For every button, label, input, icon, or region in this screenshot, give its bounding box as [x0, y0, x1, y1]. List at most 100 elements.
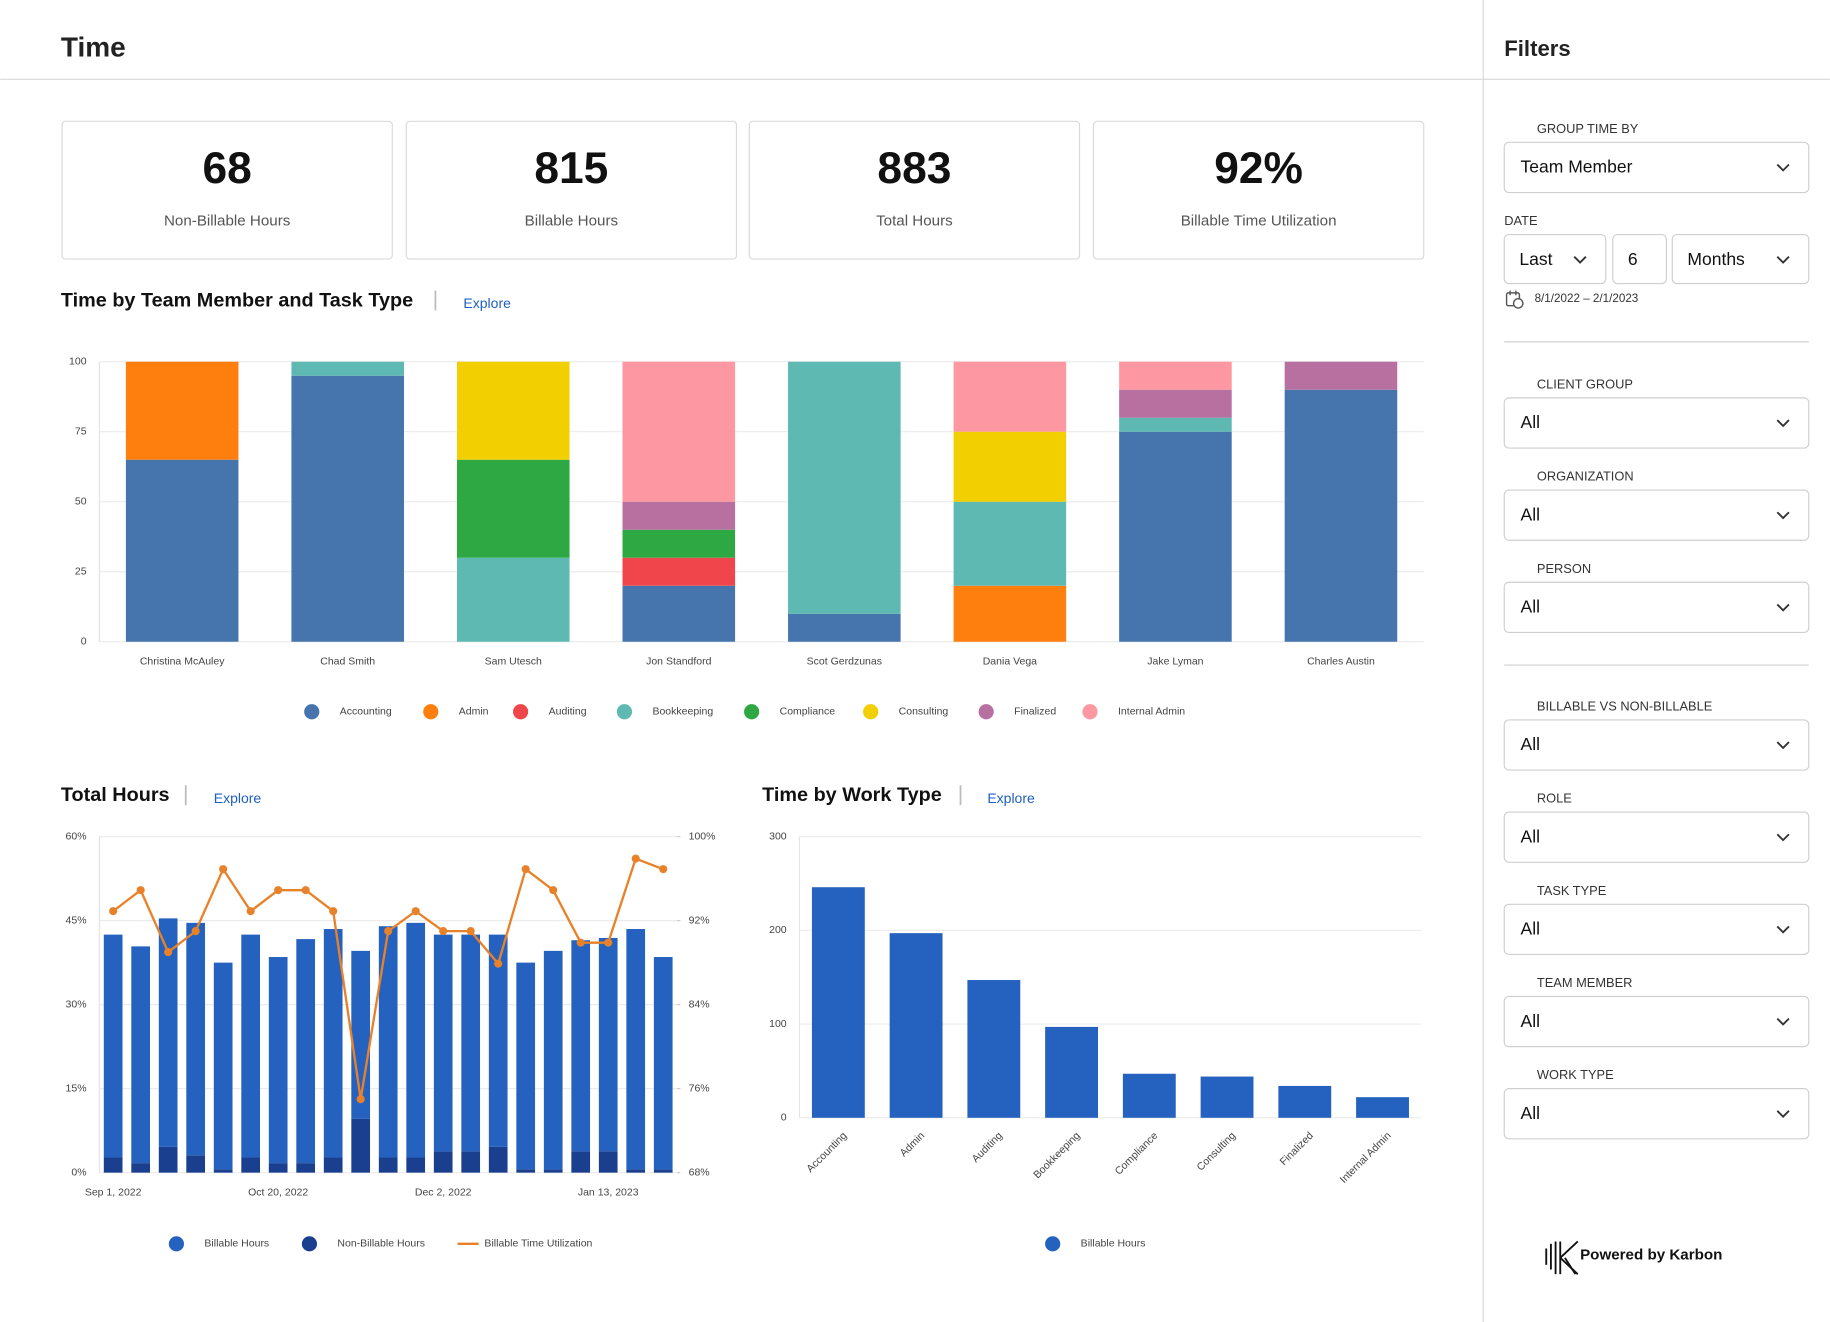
filter-value: All [1521, 1103, 1540, 1123]
chevron-icon [1776, 833, 1790, 842]
kpi-label: Non-Billable Hours [164, 213, 291, 230]
bar [1045, 1026, 1099, 1118]
legend-label[interactable]: Auditing [549, 706, 587, 718]
chevron-icon [1776, 1110, 1790, 1118]
legend-label[interactable]: Compliance [780, 706, 836, 718]
filter-value: All [1521, 734, 1540, 754]
filter-dropdown[interactable] [1671, 233, 1810, 285]
bar [598, 1151, 618, 1173]
kpi-card [1092, 120, 1425, 260]
line-point [604, 938, 613, 947]
filter-dropdown[interactable] [1503, 903, 1810, 956]
legend-label[interactable]: Billable Hours [204, 1238, 269, 1250]
y2-tick-label: 100% [689, 830, 716, 842]
x-tick-label: Charles Austin [1307, 655, 1375, 667]
bar [433, 934, 453, 1152]
filter-label: TEAM MEMBER [1537, 975, 1633, 990]
line-point [576, 938, 585, 947]
bar [622, 501, 736, 530]
bar [241, 1157, 261, 1173]
bar [953, 361, 1067, 432]
y2-tick-label: 76% [689, 1082, 710, 1094]
y2-tick-label: 68% [689, 1166, 710, 1178]
filter-dropdown[interactable] [1503, 719, 1810, 771]
filter-dropdown[interactable] [1503, 141, 1810, 194]
filter-label: DATE [1504, 213, 1537, 228]
x-tick-label: Jan 13, 2023 [578, 1186, 639, 1198]
chevron-icon [1776, 925, 1790, 934]
x-tick-label: Dania Vega [983, 655, 1037, 667]
explore-link[interactable]: Explore [987, 790, 1035, 806]
filter-value: 6 [1628, 249, 1638, 269]
y-tick-label: 45% [66, 914, 87, 926]
bar [1119, 361, 1232, 390]
filter-value: Team Member [1521, 157, 1633, 177]
calendar-icon [1505, 290, 1524, 309]
bar [1284, 361, 1398, 390]
filter-dropdown[interactable] [1503, 489, 1810, 541]
filter-value: All [1521, 504, 1540, 524]
bar [622, 557, 736, 586]
filter-value: Last [1519, 249, 1552, 269]
legend-swatch [168, 1236, 184, 1252]
kpi-label: Billable Hours [525, 213, 619, 230]
legend-label[interactable]: Accounting [340, 706, 392, 718]
y-tick-label: 0 [81, 636, 87, 648]
bar [543, 950, 563, 1170]
bar [543, 1169, 563, 1173]
legend-label[interactable]: Bookkeeping [652, 706, 713, 718]
legend-swatch [863, 704, 879, 720]
legend-label[interactable]: Finalized [1014, 706, 1056, 718]
bar [406, 1157, 426, 1173]
line-point [549, 886, 558, 895]
x-tick-label: Jake Lyman [1147, 655, 1203, 667]
legend-label[interactable]: Consulting [899, 706, 949, 718]
legend-label[interactable]: Internal Admin [1118, 706, 1185, 718]
bar [1200, 1076, 1254, 1118]
legend-swatch [423, 704, 439, 720]
filter-dropdown[interactable] [1503, 1088, 1810, 1140]
filter-label: PERSON [1537, 561, 1591, 576]
line-point [329, 907, 338, 916]
legend-label[interactable]: Admin [459, 706, 489, 718]
filter-label: ORGANIZATION [1537, 469, 1634, 484]
bar [1284, 389, 1398, 642]
bar [598, 937, 618, 1152]
line-point [136, 886, 145, 895]
line-point [219, 865, 228, 874]
bar [788, 613, 901, 642]
bar [953, 585, 1067, 642]
y-tick-label: 50 [75, 496, 87, 508]
filter-dropdown[interactable] [1503, 233, 1607, 285]
bar [456, 361, 570, 460]
bar [378, 1157, 398, 1173]
line-point [301, 886, 310, 895]
chevron-icon [1776, 1017, 1790, 1026]
kpi-value: 815 [534, 144, 608, 193]
explore-link[interactable]: Explore [463, 295, 511, 311]
filter-dropdown[interactable] [1503, 397, 1810, 449]
filter-dropdown[interactable] [1503, 811, 1810, 863]
bar [158, 1146, 178, 1173]
filter-dropdown[interactable] [1503, 581, 1810, 633]
legend-label[interactable]: Non-Billable Hours [337, 1238, 425, 1250]
chevron-icon [1776, 256, 1790, 264]
kpi-label: Total Hours [876, 213, 953, 230]
legend-label[interactable]: Billable Hours [1081, 1238, 1146, 1250]
explore-link[interactable]: Explore [214, 790, 262, 806]
filter-value: Months [1687, 249, 1745, 269]
bar [626, 1169, 646, 1173]
kpi-card [61, 120, 393, 260]
filter-dropdown[interactable] [1503, 995, 1810, 1048]
filter-value: All [1521, 1011, 1540, 1031]
filter-dropdown[interactable] [1612, 233, 1668, 285]
y-tick-label: 60% [66, 830, 87, 842]
legend-swatch [301, 1236, 318, 1252]
legend-label[interactable]: Billable Time Utilization [484, 1238, 592, 1250]
filter-value: All [1521, 597, 1540, 617]
line-point [384, 927, 393, 936]
bar [622, 585, 736, 642]
line-point [411, 907, 420, 916]
bar [378, 926, 398, 1158]
